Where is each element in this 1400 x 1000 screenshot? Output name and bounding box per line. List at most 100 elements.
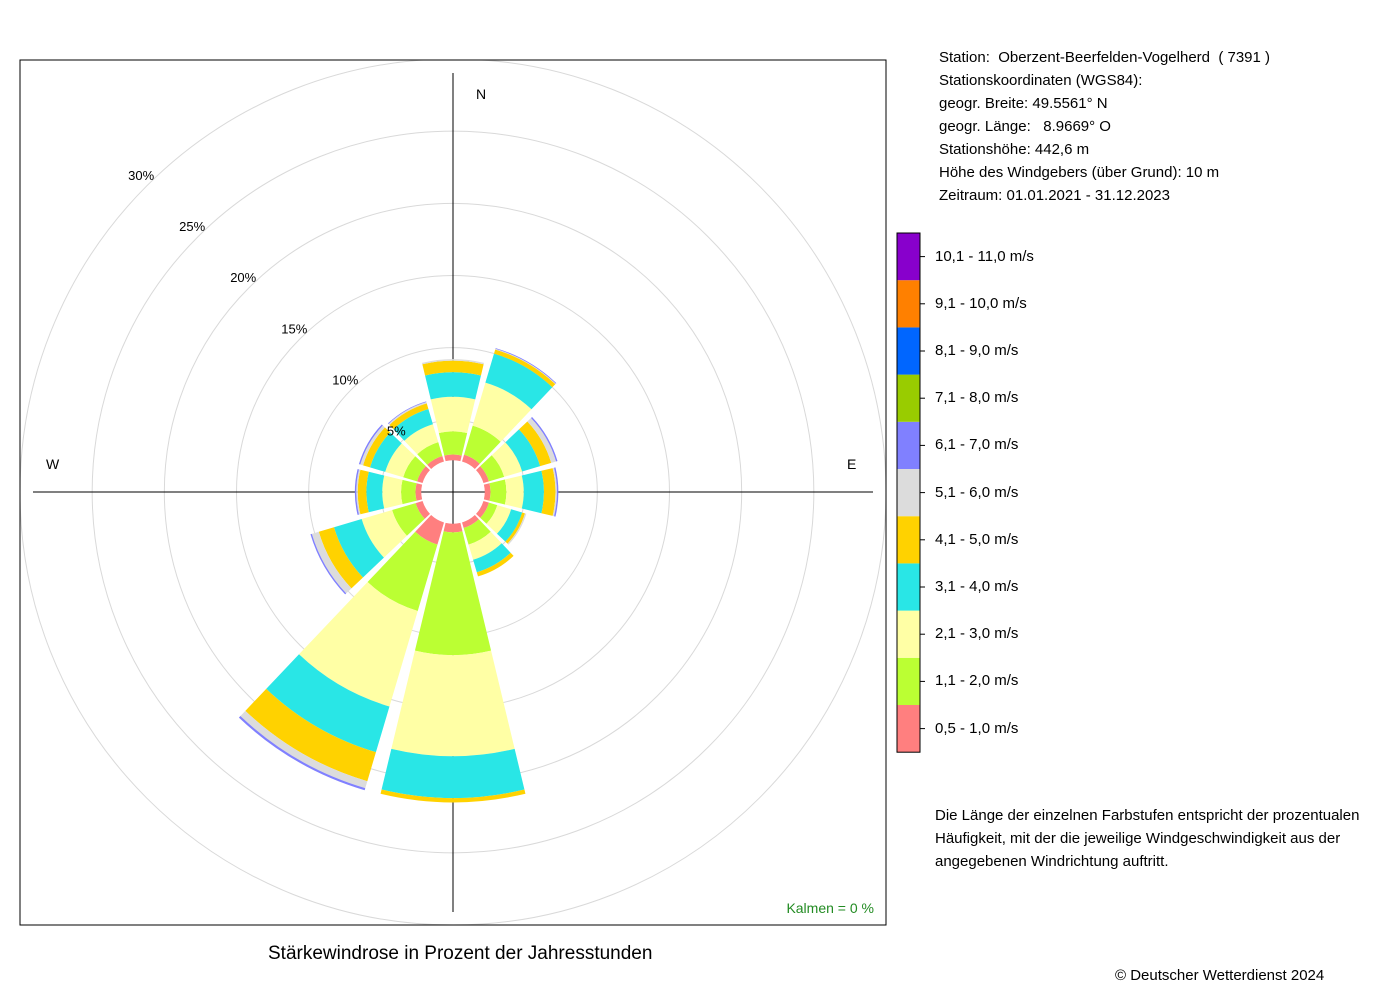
legend-swatch-7: [897, 374, 920, 422]
petal-segment-270-class-4: [357, 469, 369, 515]
legend-label-4: 4,1 - 5,0 m/s: [935, 530, 1019, 548]
legend-swatch-8: [897, 327, 920, 375]
station-latitude: geogr. Breite: 49.5561° N: [939, 95, 1108, 112]
petal-segment-210-class-0: [415, 515, 444, 545]
petal-segment-300-class-0: [417, 466, 430, 483]
legend-label-5: 5,1 - 6,0 m/s: [935, 483, 1019, 501]
petal-segment-30-class-1: [464, 425, 501, 464]
petal-segment-120-class-1: [480, 502, 498, 524]
petal-segment-0-class-5: [422, 359, 484, 365]
compass-label-n: N: [476, 86, 486, 102]
chart-title: Stärkewindrose in Prozent der Jahresstun…: [268, 943, 653, 964]
petal-segment-30-class-0: [462, 454, 480, 469]
petal-segment-60-class-1: [480, 455, 505, 482]
legend-label-1: 1,1 - 2,0 m/s: [935, 672, 1019, 690]
legend-label-0: 0,5 - 1,0 m/s: [935, 719, 1019, 737]
petal-segment-150-class-4: [476, 552, 514, 577]
petal-segment-120-class-3: [496, 509, 523, 542]
petal-segment-180-class-4: [380, 789, 526, 803]
petal-segment-240-class-1: [392, 503, 425, 536]
legend-label-6: 6,1 - 7,0 m/s: [935, 436, 1019, 454]
petal-segment-120-class-5: [507, 513, 527, 545]
petal-segment-300-class-5: [360, 425, 385, 466]
radial-tick-label-30: 30%: [128, 168, 154, 183]
petal-segment-210-class-3: [266, 654, 390, 753]
petal-segment-150-class-2: [468, 531, 502, 560]
station-altitude: Stationshöhe: 442,6 m: [939, 141, 1090, 158]
station-info: Station: Oberzent-Beerfelden-Vogelherd (…: [939, 46, 1270, 207]
petal-segment-240-class-3: [333, 519, 384, 578]
petal-segment-90-class-3: [521, 470, 544, 514]
petal-segment-210-class-4: [245, 688, 376, 782]
legend-label-8: 8,1 - 9,0 m/s: [935, 342, 1019, 359]
legend-swatch-2: [897, 610, 920, 658]
petal-segment-300-class-4: [363, 427, 391, 468]
legend-frame: [896, 232, 921, 753]
compass-label-w: W: [46, 456, 60, 472]
sensor-height: Höhe des Windgebers (über Grund): 10 m: [939, 164, 1220, 181]
petal-segment-330-class-0: [427, 456, 444, 469]
petal-segment-90-class-6: [554, 467, 559, 517]
petal-segment-90-class-0: [483, 483, 491, 501]
petal-segment-240-class-4: [318, 527, 363, 589]
copyright: © Deutscher Wetterdienst 2024: [1115, 967, 1325, 984]
petal-segment-240-class-2: [361, 510, 407, 558]
petal-segment-330-class-4: [389, 403, 429, 430]
radial-tick-label-15: 15%: [281, 321, 307, 336]
petal-segment-330-class-1: [417, 442, 443, 465]
petal-segment-150-class-1: [463, 519, 491, 545]
petal-segment-60-class-2: [491, 442, 523, 477]
legend-swatch-5: [897, 469, 920, 517]
station-coordinates-heading: Stationskoordinaten (WGS84):: [939, 72, 1143, 89]
petal-segment-270-class-1: [401, 479, 417, 505]
petal-segment-270-class-2: [382, 475, 403, 509]
legend-swatch-10: [897, 233, 920, 281]
petal-segment-0-class-0: [444, 454, 462, 462]
radial-tick-label-20: 20%: [230, 270, 256, 285]
petal-segment-90-class-5: [552, 467, 557, 517]
petal-segment-330-class-2: [404, 424, 439, 455]
legend-swatch-1: [897, 657, 920, 705]
petal-segment-30-class-4: [493, 349, 556, 388]
legend-swatch-0: [897, 705, 920, 753]
legend-label-9: 9,1 - 10,0 m/s: [935, 294, 1027, 312]
petal-segment-300-class-3: [369, 432, 402, 472]
petal-segment-270-class-0: [415, 483, 423, 501]
petal-segment-120-class-2: [486, 505, 512, 534]
station-longitude: geogr. Länge: 8.9669° O: [939, 118, 1111, 135]
legend-swatch-9: [897, 280, 920, 328]
petal-segment-120-class-0: [476, 501, 489, 518]
petal-segment-180-class-1: [414, 531, 492, 656]
petal-segment-0-class-3: [425, 372, 481, 400]
petal-segment-60-class-3: [505, 429, 541, 472]
petal-segment-270-class-5: [356, 469, 361, 515]
petal-segment-150-class-0: [462, 515, 479, 528]
petal-segment-0-class-1: [438, 431, 468, 456]
petal-segment-60-class-4: [518, 421, 552, 467]
petal-segment-0-class-4: [422, 360, 484, 376]
station-name: Station: Oberzent-Beerfelden-Vogelherd (…: [939, 49, 1271, 66]
petal-segment-180-class-3: [381, 748, 525, 798]
petal-segment-90-class-4: [541, 468, 556, 516]
legend-label-7: 7,1 - 8,0 m/s: [935, 389, 1019, 407]
petal-segment-30-class-2: [472, 382, 532, 442]
petal-segment-330-class-5: [388, 402, 427, 425]
petal-segment-90-class-2: [504, 475, 524, 509]
petal-segment-240-class-5: [311, 531, 352, 594]
legend-swatch-4: [897, 516, 920, 564]
legend-label-3: 3,1 - 4,0 m/s: [935, 578, 1019, 595]
petal-segment-0-class-2: [430, 396, 476, 434]
petal-segment-300-class-6: [358, 424, 383, 465]
radial-tick-label-5: 5%: [387, 423, 406, 438]
compass-label-e: E: [847, 456, 856, 472]
petal-segment-180-class-2: [391, 650, 515, 757]
petal-segment-60-class-0: [476, 466, 489, 483]
petal-segment-210-class-1: [367, 531, 438, 612]
legend-label-10: 10,1 - 11,0 m/s: [935, 247, 1034, 265]
calm-label: Kalmen = 0 %: [786, 900, 874, 916]
petal-segment-60-class-5: [527, 417, 557, 463]
petal-segment-270-class-3: [366, 471, 385, 513]
petal-segment-270-class-6: [354, 469, 359, 515]
petal-segment-210-class-2: [299, 582, 418, 707]
